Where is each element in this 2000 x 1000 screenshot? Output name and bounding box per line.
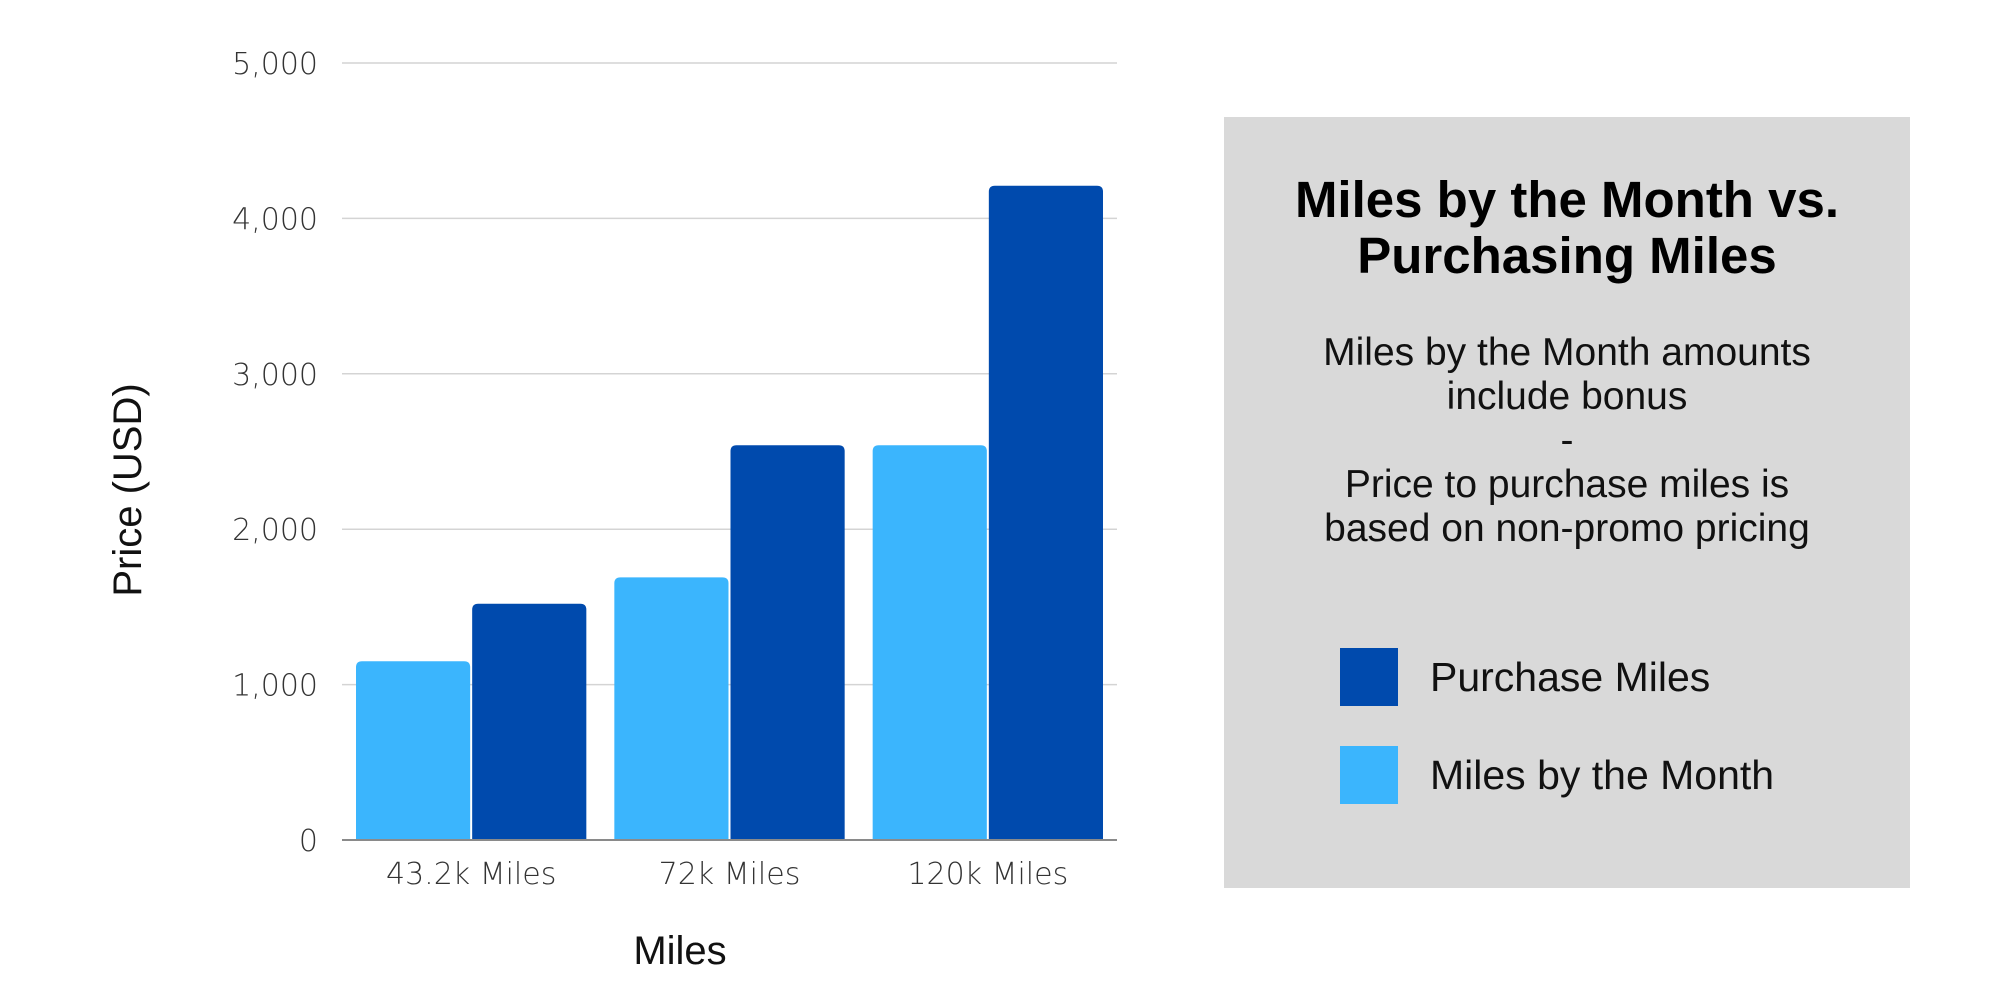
y-tick-label: 1,000 [232,669,318,704]
y-tick-label: 5,000 [232,47,318,82]
panel-title-line: Purchasing Miles [1357,227,1777,284]
legend-item-miles-by-the-month: Miles by the Month [1340,746,1774,804]
bar-purchase-miles [472,603,587,840]
x-axis-title: Miles [633,929,726,973]
x-axis-ticks: 43.2k Miles 72k Miles 120k Miles [386,857,1068,892]
panel-note-line: Price to purchase miles is [1344,463,1790,506]
y-tick-label: 0 [299,824,318,859]
legend-item-purchase-miles: Purchase Miles [1340,648,1774,706]
bars [356,185,1103,841]
x-tick-label: 43.2k Miles [386,857,556,892]
x-tick-label: 120k Miles [907,857,1068,892]
legend: Purchase Miles Miles by the Month [1340,648,1774,844]
y-tick-label: 3,000 [232,358,318,393]
panel-note-line: - [1560,419,1574,462]
legend-label: Purchase Miles [1430,653,1711,700]
legend-swatch [1340,648,1398,706]
y-axis-ticks: 0 1,000 2,000 3,000 4,000 5,000 [232,47,318,859]
bar-miles-by-the-month [872,445,987,840]
y-tick-label: 2,000 [232,513,318,548]
bar-purchase-miles [730,445,845,840]
panel-note-line: include bonus [1446,375,1688,418]
panel-note-line: Miles by the Month amounts [1323,331,1811,374]
y-axis-title: Price (USD) [106,383,150,596]
x-tick-label: 72k Miles [659,857,801,892]
panel-note: Miles by the Month amounts include bonus… [1224,331,1910,551]
bar-miles-by-the-month [614,577,729,840]
legend-swatch [1340,746,1398,804]
panel-title-line: Miles by the Month vs. [1294,171,1840,228]
bar-purchase-miles [988,185,1103,841]
gridlines [342,62,1117,686]
panel-title: Miles by the Month vs. Purchasing Miles [1224,172,1910,284]
bar-miles-by-the-month [356,661,471,840]
y-tick-label: 4,000 [232,202,318,237]
panel-note-line: based on non-promo pricing [1324,507,1810,550]
legend-label: Miles by the Month [1430,751,1775,798]
info-panel: Miles by the Month vs. Purchasing Miles … [1224,117,1910,888]
